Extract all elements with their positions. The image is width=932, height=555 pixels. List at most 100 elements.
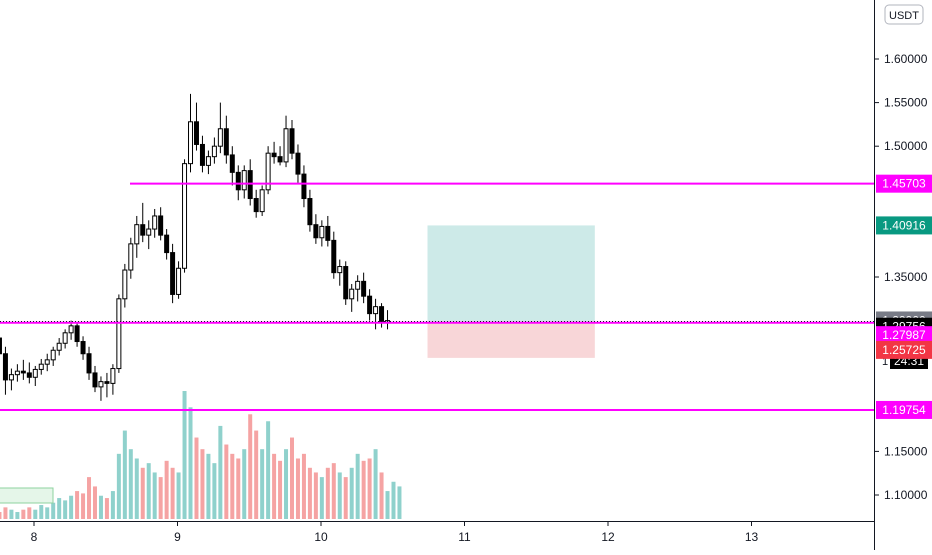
volume-bar: [92, 486, 97, 519]
candle-body: [176, 267, 182, 295]
candle-body: [20, 370, 26, 374]
candle: [20, 359, 26, 380]
level-price-label-bg: [876, 174, 932, 193]
volume-bar: [75, 491, 80, 519]
volume-bar: [266, 421, 271, 519]
candle-body: [74, 325, 80, 343]
take-profit-label-text: 1.40916: [882, 218, 926, 232]
candle-body: [140, 224, 146, 236]
volume-bar: [152, 472, 157, 519]
volume-bar: [397, 486, 402, 519]
level-price-label-text: 1.27987: [882, 328, 926, 342]
currency-badge[interactable]: USDT: [884, 4, 924, 25]
candle: [211, 137, 217, 164]
price-axis[interactable]: 1.60000 1.55000 1.50000 1.35000 1.15000 1.100…: [874, 52, 928, 502]
candle: [337, 259, 343, 286]
candle-body: [379, 306, 385, 323]
candle: [319, 220, 325, 247]
long-position-tool[interactable]: [427, 225, 595, 358]
candle-body: [223, 128, 229, 156]
volume-bar: [325, 467, 330, 519]
volume-bar: [284, 449, 289, 519]
horizontal-levels[interactable]: [0, 182, 874, 411]
candle-body: [14, 370, 20, 376]
volume-bar: [260, 449, 265, 519]
candle-body: [86, 353, 92, 374]
candle-body: [26, 372, 32, 378]
volume-bar: [272, 453, 277, 519]
candle-body: [271, 152, 277, 158]
volume-bar: [57, 498, 62, 519]
volume-bar: [33, 509, 38, 519]
candle: [110, 364, 116, 395]
volume-bar: [188, 407, 193, 519]
volume-bar: [0, 512, 2, 519]
candle: [241, 165, 247, 199]
candle: [307, 189, 313, 232]
target-zone[interactable]: [427, 225, 595, 322]
candle: [355, 275, 361, 302]
volume-bar: [39, 505, 44, 519]
candle-body: [134, 224, 140, 245]
candle: [259, 185, 265, 216]
candle: [122, 263, 128, 308]
volume-bar: [200, 449, 205, 519]
candle-body: [307, 198, 313, 226]
candle-body: [80, 341, 86, 355]
volume-histogram: [0, 391, 402, 519]
take-profit-label: 1.40916: [876, 216, 932, 235]
candle-body: [259, 189, 265, 213]
candle-body: [38, 363, 44, 370]
candle: [373, 298, 379, 330]
candle-body: [116, 298, 122, 370]
price-axis-labels: 1.457031.409161.299001.29756124:311.2798…: [876, 174, 932, 419]
candle-body: [253, 198, 259, 213]
candle-body: [373, 306, 379, 315]
candle-body: [265, 152, 271, 191]
candle: [176, 261, 182, 299]
volume-bar: [128, 449, 133, 519]
volume-bar: [361, 460, 366, 519]
candle: [44, 353, 50, 372]
time-tick-label: 9: [174, 530, 181, 544]
candle: [289, 120, 295, 160]
candle-body: [355, 280, 361, 290]
time-axis[interactable]: 8 9 10 11 12 13: [31, 521, 759, 544]
stop-zone[interactable]: [427, 321, 595, 358]
candle: [2, 346, 8, 395]
candle-body: [8, 374, 14, 381]
volume-bar: [337, 472, 342, 519]
candle: [152, 208, 158, 238]
candle: [223, 115, 229, 164]
candle-body: [241, 170, 247, 191]
candle-body: [170, 252, 176, 295]
candle: [158, 207, 164, 241]
candle-body: [211, 145, 217, 158]
stop-loss-label-text: 1.25725: [882, 343, 926, 357]
volume-bar: [206, 453, 211, 519]
price-tick-label: 1.60000: [884, 52, 928, 66]
candle-body: [158, 215, 164, 236]
price-tick-label: 1.15000: [884, 444, 928, 458]
volume-bar: [307, 467, 312, 519]
candle: [217, 102, 223, 154]
candle-body: [182, 163, 188, 269]
candle-body: [110, 368, 116, 384]
candle: [170, 243, 176, 304]
volume-bar: [295, 458, 300, 519]
candle-body: [199, 143, 205, 166]
volume-bar: [134, 458, 139, 519]
volume-bar: [158, 477, 163, 519]
volume-bar: [51, 502, 56, 519]
candle-body: [337, 266, 343, 274]
candle-body: [122, 269, 128, 300]
volume-bar: [81, 493, 86, 519]
candle-body: [62, 332, 68, 344]
volume-bar: [87, 477, 92, 519]
candle: [146, 220, 152, 250]
drawing-rectangle[interactable]: [0, 487, 54, 504]
take-profit-label-bg: [876, 216, 932, 235]
volume-bar: [236, 458, 241, 519]
